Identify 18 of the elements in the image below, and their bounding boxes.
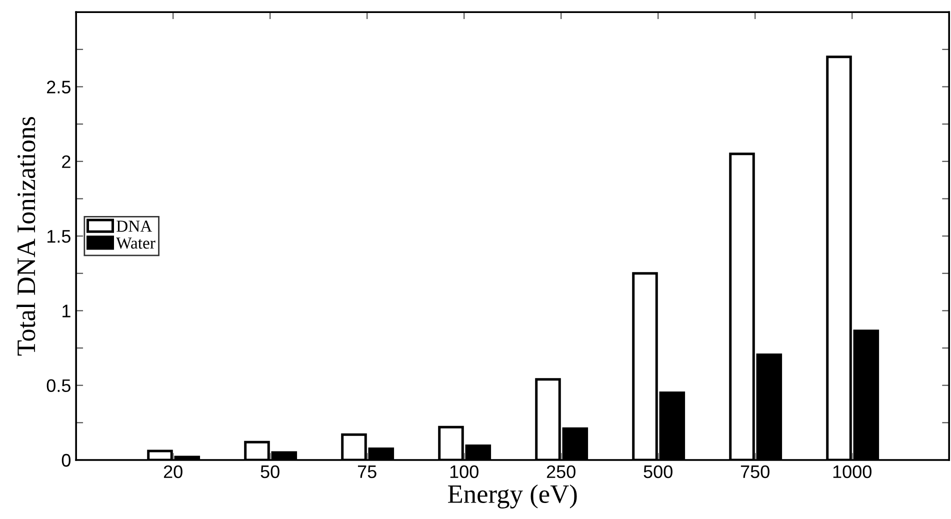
- x-tick-label: 20: [164, 465, 182, 478]
- x-tick-label: 75: [358, 466, 376, 478]
- y-tick-label: 0: [62, 454, 71, 467]
- y-tick-label: 0.5: [46, 379, 70, 392]
- y-tick-label: 1: [62, 304, 70, 318]
- legend-label: DNA: [116, 220, 152, 232]
- x-tick-label: 1000: [833, 465, 872, 478]
- x-tick-label: 750: [740, 465, 770, 478]
- legend-label: Water: [116, 238, 156, 249]
- y-axis-title: Total DNA Ionizations: [16, 116, 36, 356]
- y-tick-label: 1.5: [48, 230, 70, 243]
- x-tick-label: 100: [450, 465, 478, 478]
- y-tick-label: 2: [62, 155, 70, 168]
- x-tick-label: 250: [546, 465, 576, 478]
- y-tick-label: 2.5: [47, 80, 70, 94]
- x-tick-label: 50: [260, 465, 280, 478]
- x-tick-label: 500: [644, 465, 672, 478]
- x-axis-title: Energy (eV): [448, 484, 577, 508]
